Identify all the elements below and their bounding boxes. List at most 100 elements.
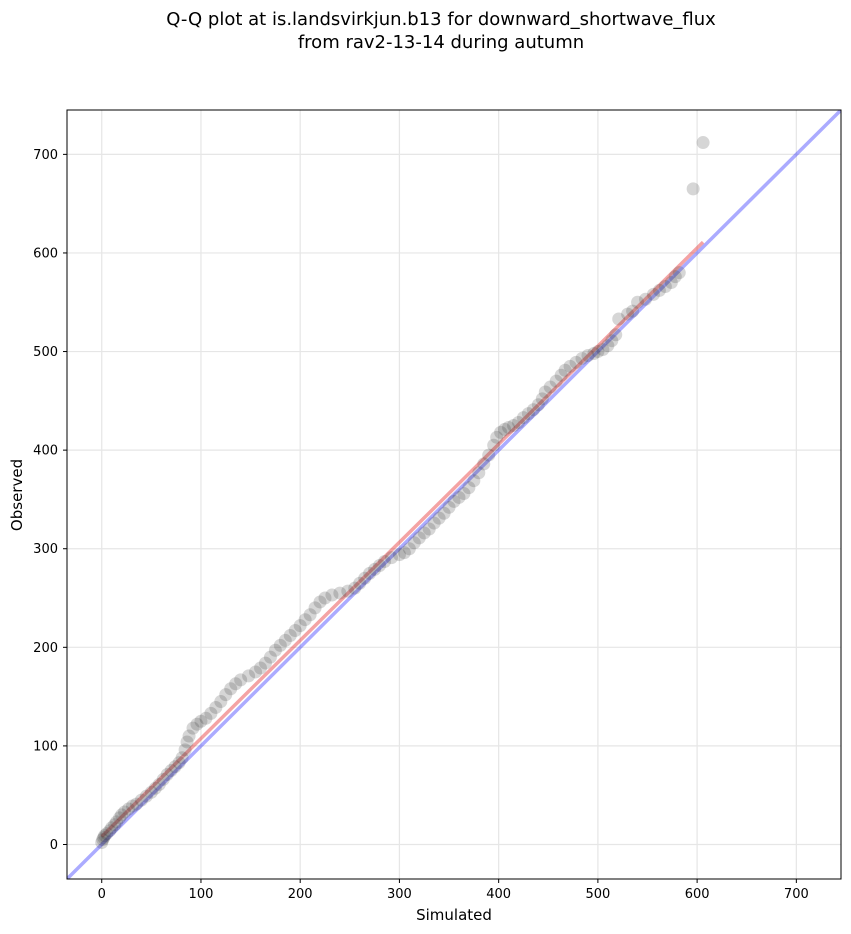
data-point <box>672 266 686 280</box>
data-point <box>148 781 162 795</box>
data-point <box>605 334 619 348</box>
data-point <box>686 182 700 196</box>
data-point <box>118 805 132 819</box>
data-point <box>103 824 117 838</box>
data-point <box>156 772 170 786</box>
data-point <box>612 312 626 326</box>
data-point <box>325 588 339 602</box>
data-point <box>348 581 362 595</box>
data-point <box>333 586 347 600</box>
y-tick-label: 500 <box>33 345 58 360</box>
data-point <box>175 751 189 765</box>
x-tick-label: 0 <box>98 887 106 902</box>
x-tick-label: 600 <box>685 887 710 902</box>
data-point <box>487 438 501 452</box>
data-point <box>194 714 208 728</box>
data-point <box>407 536 421 550</box>
data-point <box>313 595 327 609</box>
data-point <box>368 562 382 576</box>
data-point <box>224 682 238 696</box>
data-point <box>113 811 127 825</box>
data-point <box>554 368 568 382</box>
data-point <box>543 380 557 394</box>
data-point <box>263 650 277 664</box>
data-point <box>658 279 672 293</box>
y-tick-label: 700 <box>33 148 58 163</box>
data-point <box>427 516 441 530</box>
data-point <box>462 481 476 495</box>
data-point <box>442 500 456 514</box>
grid-lines <box>67 110 841 879</box>
data-point <box>575 351 589 365</box>
data-point <box>646 287 660 301</box>
data-point <box>596 343 610 357</box>
data-point <box>631 295 645 309</box>
data-point <box>182 729 196 743</box>
data-point <box>108 818 122 832</box>
data-point <box>293 619 307 633</box>
y-tick-label: 400 <box>33 444 58 459</box>
data-point <box>172 756 186 770</box>
data-point <box>190 717 204 731</box>
x-tick-label: 700 <box>784 887 809 902</box>
data-points <box>95 136 710 850</box>
chart-title-line-2: from rav2-13-14 during autumn <box>298 32 584 53</box>
data-point <box>234 673 248 687</box>
x-tick-label: 200 <box>288 887 313 902</box>
data-point <box>609 328 623 342</box>
data-point <box>477 457 491 471</box>
y-tick-label: 600 <box>33 246 58 261</box>
data-point <box>95 836 109 850</box>
data-point <box>668 270 682 284</box>
data-point <box>303 608 317 622</box>
data-point <box>353 576 367 590</box>
data-point <box>639 292 653 306</box>
data-point <box>526 403 540 417</box>
data-point <box>249 665 263 679</box>
data-point <box>535 392 549 406</box>
data-point <box>569 355 583 369</box>
data-point <box>373 558 387 572</box>
fit-line <box>100 240 705 838</box>
x-tick-label: 400 <box>486 887 511 902</box>
data-point <box>152 777 166 791</box>
data-point <box>412 531 426 545</box>
data-point <box>490 430 504 444</box>
x-axis-label: Simulated <box>416 906 492 924</box>
data-point <box>601 339 615 353</box>
data-point <box>129 797 143 811</box>
data-point <box>186 721 200 735</box>
data-point <box>521 407 535 421</box>
data-point <box>482 448 496 462</box>
data-point <box>457 487 471 501</box>
data-point <box>115 808 129 822</box>
data-point <box>219 688 233 702</box>
data-point <box>417 526 431 540</box>
data-point <box>318 591 332 605</box>
data-point <box>587 347 601 361</box>
data-point <box>621 307 635 321</box>
y-axis-ticks: 0 100 200 300 400 500 600 700 <box>33 148 67 853</box>
reference-lines <box>67 110 841 879</box>
data-point <box>204 706 218 720</box>
data-point <box>467 474 481 488</box>
data-point <box>512 416 525 430</box>
data-point <box>341 584 355 598</box>
data-point <box>125 799 139 813</box>
data-point <box>549 374 563 388</box>
data-point <box>209 700 223 714</box>
data-point <box>507 418 521 432</box>
data-point <box>97 831 111 845</box>
data-point <box>199 711 213 725</box>
data-point <box>288 624 302 638</box>
data-point <box>122 802 136 816</box>
data-point <box>242 669 256 683</box>
data-point <box>298 613 312 627</box>
data-point <box>531 398 545 412</box>
data-point <box>144 785 158 799</box>
data-point <box>105 821 119 835</box>
data-point <box>591 345 605 359</box>
data-point <box>164 764 178 778</box>
data-point <box>278 633 292 647</box>
